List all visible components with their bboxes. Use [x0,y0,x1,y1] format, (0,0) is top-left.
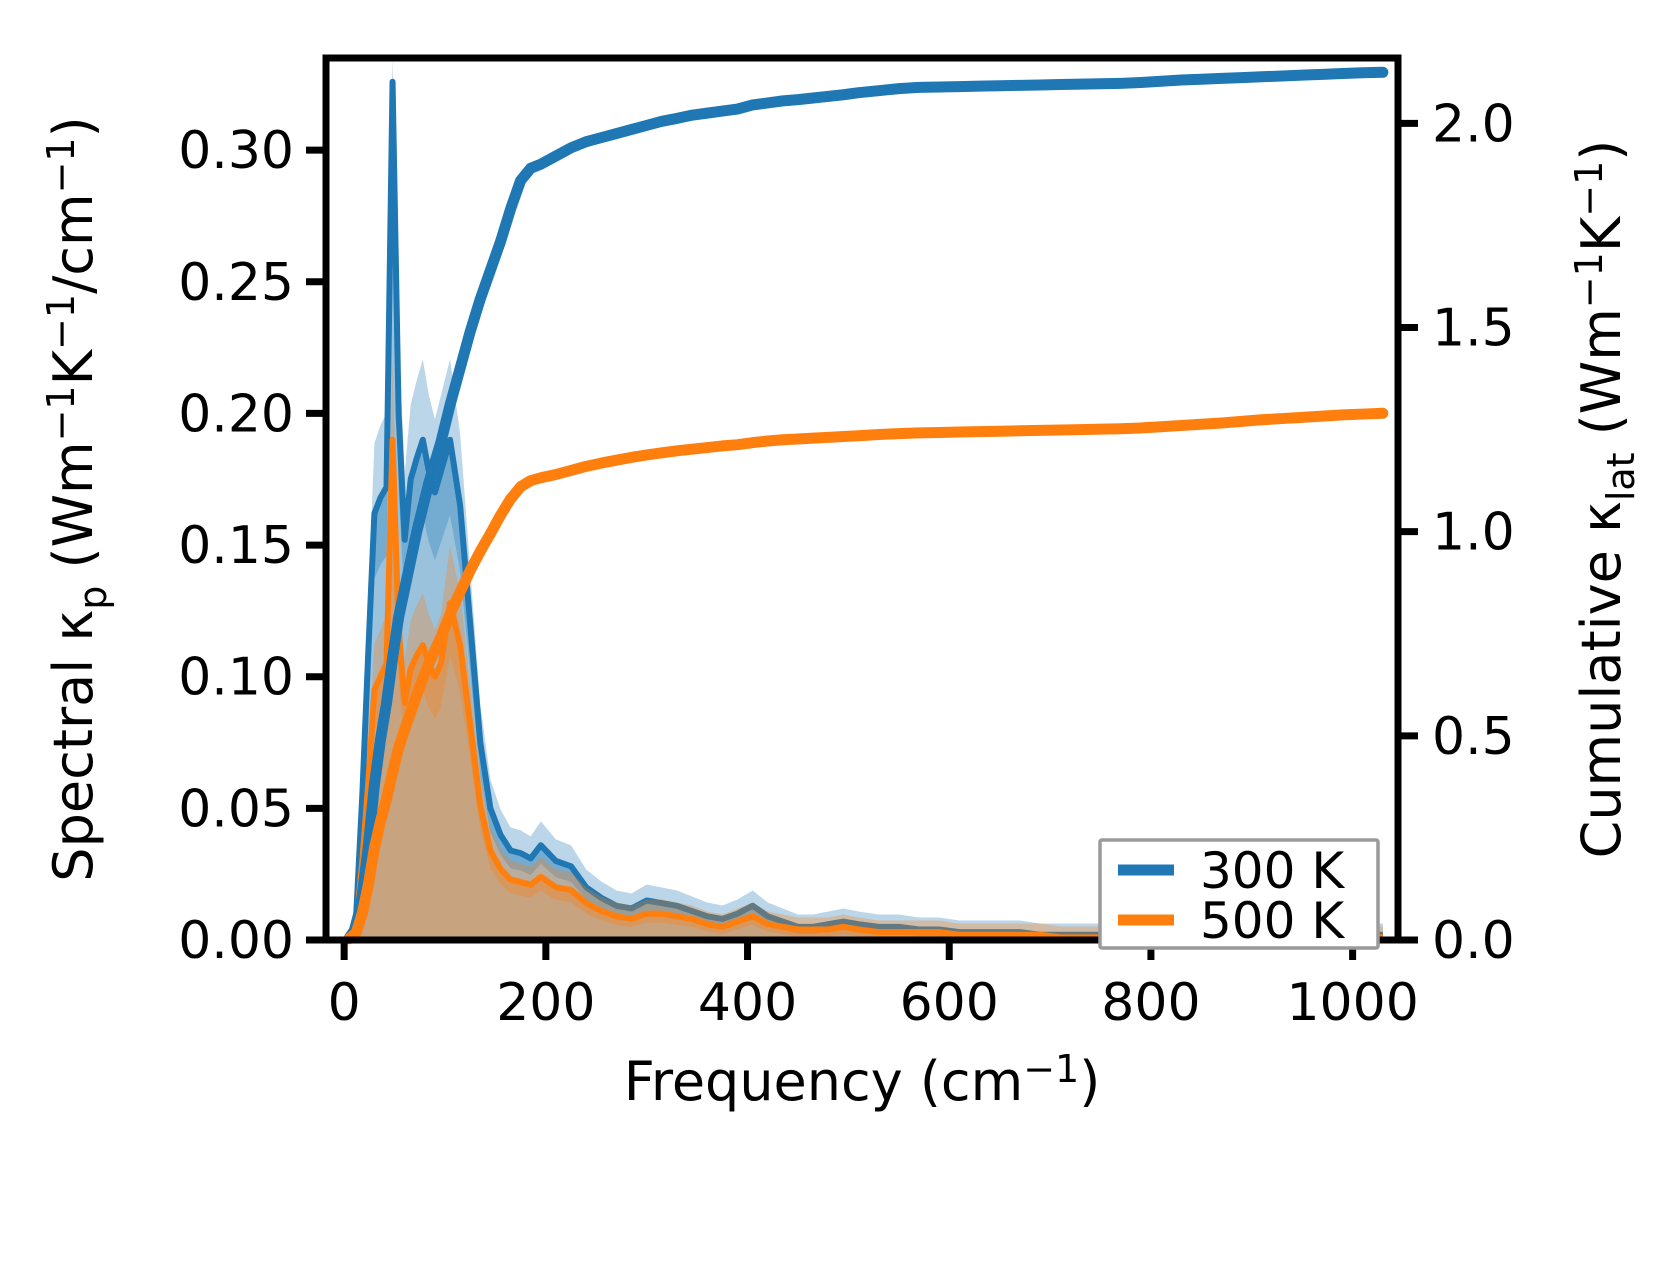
right-tick-label: 2.0 [1432,94,1515,154]
right-tick-label: 1.5 [1432,299,1515,359]
left-axis-title-k: K [42,348,105,385]
left-tick-label: 0.15 [178,516,294,576]
cumulative-line [343,407,1389,945]
legend-label-500-k[interactable]: 500 K [1200,892,1345,950]
left-tick-label: 0.00 [178,911,294,971]
svg-text:Spectral κp (Wm−1K−1/cm−1): Spectral κp (Wm−1K−1/cm−1) [39,116,115,881]
cumulative-line-layer [343,66,1389,945]
right-axis-title-main: Cumulative κ [1570,501,1633,858]
left-tick-label: 0.10 [178,648,294,708]
svg-text:Frequency (cm−1): Frequency (cm−1) [624,1047,1101,1113]
cumulative-line [343,66,1389,944]
right-axis-title-close: ) [1570,140,1633,161]
right-axis-title-sub: lat [1599,452,1643,501]
bottom-axis-title-close: ) [1079,1050,1100,1113]
right-axis-title-k: K [1570,215,1633,252]
left-tick-label: 0.30 [178,121,294,181]
bottom-axis-title-exp: −1 [1023,1047,1079,1091]
svg-text:Cumulative κlat (Wm−1K−1): Cumulative κlat (Wm−1K−1) [1567,140,1643,859]
axis-tick-labels-layer: 0.00 0.05 0.10 0.15 0.20 0.25 0.30 0.0 0.5 1.0 1.5… [178,94,1514,1033]
left-axis-title-unit-open: (Wm [42,441,105,585]
legend-label-300-k[interactable]: 300 K [1200,842,1345,900]
right-tick-label: 0.5 [1432,707,1515,767]
spectral-area [349,81,1383,940]
right-axis-title-exp1: −1 [1567,252,1611,308]
right-axis-title: Cumulative κlat (Wm−1K−1) [1567,140,1643,859]
bottom-axis-title-main: Frequency (cm [624,1050,1024,1113]
axis-ticks-layer [306,119,1418,960]
right-tick-label: 0.0 [1432,911,1515,971]
left-axis-title-percm: /cm [42,193,105,294]
right-tick-label: 1.0 [1432,503,1515,563]
bottom-tick-label: 1000 [1286,973,1418,1033]
left-axis-title: Spectral κp (Wm−1K−1/cm−1) [39,116,115,881]
bottom-tick-label: 200 [496,973,595,1033]
left-axis-title-sub: p [71,586,115,610]
left-axis-title-exp1: −1 [39,385,83,441]
left-axis-title-close: ) [42,116,105,137]
bottom-tick-label: 400 [698,973,797,1033]
left-axis-title-exp3: −1 [39,137,83,193]
bottom-tick-label: 0 [328,973,361,1033]
bottom-axis-title: Frequency (cm−1) [624,1047,1101,1113]
left-tick-label: 0.05 [178,779,294,839]
bottom-tick-label: 600 [900,973,999,1033]
left-tick-label: 0.20 [178,384,294,444]
right-axis-title-unit-open: (Wm [1570,308,1633,452]
left-axis-title-main: Spectral κ [42,610,105,882]
bottom-tick-label: 800 [1101,973,1200,1033]
left-axis-title-exp2: −1 [39,294,83,350]
spectral-area [349,439,1383,940]
right-axis-title-exp2: −1 [1567,161,1611,217]
left-tick-label: 0.25 [178,253,294,313]
